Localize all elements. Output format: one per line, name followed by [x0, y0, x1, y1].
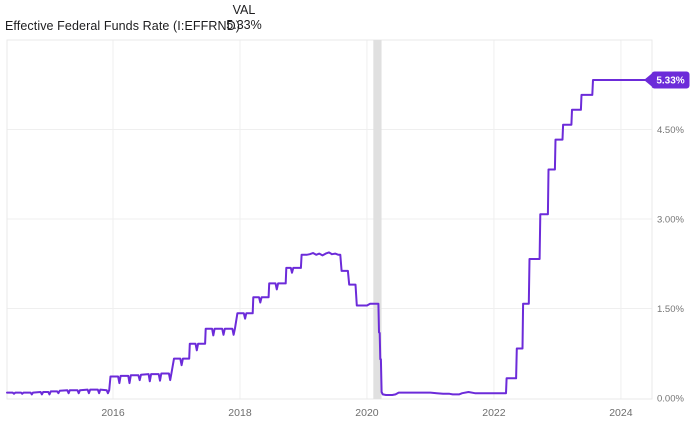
chart-title: Effective Federal Funds Rate (I:EFFRND)	[5, 19, 240, 33]
current-value-block: VAL 5.33%	[206, 3, 282, 33]
y-axis-tick-label: 4.50%	[657, 125, 684, 136]
badge-body	[651, 71, 690, 89]
chart-header: Effective Federal Funds Rate (I:EFFRND) …	[0, 0, 700, 38]
plot-border	[6, 39, 653, 400]
y-axis-tick-label: 1.50%	[657, 304, 684, 315]
x-axis-tick-label: 2016	[101, 407, 125, 419]
recession-band	[373, 40, 382, 399]
y-axis-tick-label: 3.00%	[657, 215, 684, 226]
rate-line	[6, 79, 649, 396]
val-column-label: VAL	[232, 3, 256, 17]
x-axis-tick-label: 2024	[609, 407, 633, 419]
last-value-badge: 5.33%	[644, 71, 690, 89]
badge-arrow	[644, 72, 653, 88]
x-axis-tick-label: 2020	[355, 407, 379, 419]
badge-value-text: 5.33%	[656, 75, 684, 86]
x-axis-tick-label: 2022	[482, 407, 506, 419]
x-axis-tick-label: 2018	[228, 407, 252, 419]
current-value: 5.33%	[226, 18, 262, 32]
y-axis-tick-label: 0.00%	[657, 394, 684, 405]
